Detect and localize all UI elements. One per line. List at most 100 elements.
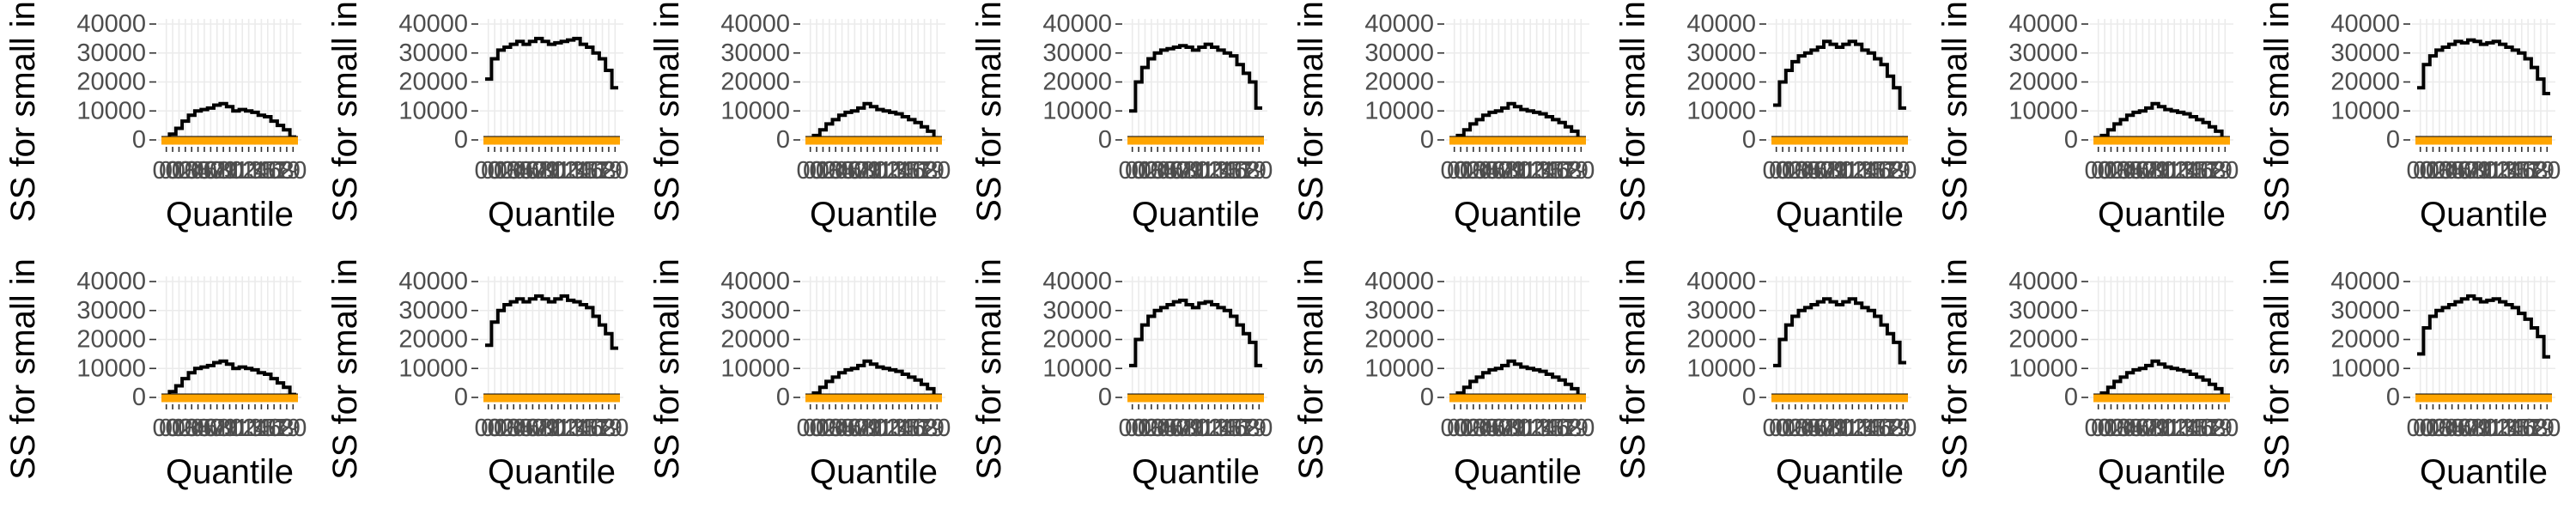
x-tick-label: 15 [1857,415,1885,442]
x-tick-label: 03 [494,415,521,442]
x-tick-label: 11 [545,415,571,442]
x-tick-label: 06 [2123,157,2150,185]
x-tick-label: 04 [2432,157,2459,185]
y-tick-label: 40000 [2008,10,2078,38]
x-tick-label: 07 [197,157,224,185]
y-tick-label: 20000 [2008,69,2078,96]
y-axis-title: SS for small in [326,1,364,222]
y-tick-label: 0 [1742,126,1756,154]
x-tick-label: 11 [2155,157,2181,185]
x-tick-label: 19 [1883,157,1911,185]
x-tick-label: 10 [2148,157,2175,185]
x-tick-label: 08 [204,157,231,185]
x-axis-title: Quantile [166,453,294,491]
x-tick-label: 15 [2501,157,2529,185]
x-tick-label: 19 [2205,157,2233,185]
x-tick-label: 16 [2186,415,2214,442]
x-tick-label: 08 [1170,415,1197,442]
x-tick-label: 03 [1460,415,1487,442]
y-tick-label: 40000 [2330,268,2400,295]
y-tick-label: 10000 [1042,97,1112,124]
y-axis-title: SS for small in [4,258,42,480]
x-tick-label: 16 [1542,157,1570,185]
x-tick-label: 01 [2091,415,2118,442]
x-axis-title: Quantile [488,453,616,491]
x-tick-label: 17 [260,415,288,442]
x-tick-label: 12 [228,415,256,442]
y-tick-label: 0 [1420,384,1434,411]
y-tick-label: 30000 [1686,39,1756,67]
x-tick-label: 05 [2438,415,2465,442]
y-tick-label: 10000 [1686,354,1756,382]
x-tick-label: 16 [898,415,926,442]
x-tick-label: 09 [532,415,559,442]
x-tick-label: 00 [1119,415,1146,442]
x-tick-label: 15 [891,157,919,185]
x-tick-label: 19 [595,157,623,185]
x-tick-label: 20 [2533,157,2561,185]
x-tick-label: 05 [1150,157,1177,185]
x-tick-label: 13 [2167,415,2195,442]
x-tick-label: 18 [910,157,938,185]
x-tick-label: 13 [1201,157,1229,185]
x-tick-label: 01 [481,157,508,185]
x-tick-label: 03 [1782,157,1809,185]
series-step-line [485,36,618,90]
y-tick-label: 0 [776,126,790,154]
x-tick-label: 06 [1157,415,1184,442]
y-tick-label: 20000 [2330,69,2400,96]
y-tick-label: 20000 [1686,69,1756,96]
x-tick-label: 08 [2136,415,2163,442]
x-tick-label: 01 [159,157,186,185]
x-tick-label: 10 [1826,157,1853,185]
x-axis-title: Quantile [166,196,294,233]
x-tick-label: 12 [872,415,900,442]
x-tick-label: 09 [854,415,881,442]
x-tick-label: 03 [1138,157,1165,185]
x-tick-label: 15 [2179,157,2207,185]
x-tick-label: 11 [1833,157,1859,185]
y-tick-label: 0 [2064,384,2078,411]
x-tick-label: 15 [569,415,597,442]
x-tick-label: 19 [917,415,945,442]
x-tick-label: 05 [1472,415,1499,442]
x-tick-label: 01 [1125,157,1152,185]
x-tick-label: 01 [803,157,830,185]
x-tick-label: 06 [2445,415,2472,442]
y-tick-label: 0 [1742,384,1756,411]
x-tick-label: 17 [1226,157,1254,185]
x-tick-label: 03 [816,415,843,442]
x-tick-label: 18 [2520,415,2548,442]
x-tick-label: 01 [1125,415,1152,442]
x-tick-label: 20 [1567,415,1595,442]
x-tick-label: 11 [1511,157,1537,185]
x-axis-title: Quantile [2420,453,2548,491]
x-tick-label: 01 [1447,157,1474,185]
x-tick-label: 10 [2148,415,2175,442]
x-tick-label: 06 [2445,157,2472,185]
y-tick-label: 40000 [1042,268,1112,295]
x-tick-label: 01 [1447,415,1474,442]
x-tick-label: 20 [1245,415,1273,442]
x-tick-label: 14 [241,157,269,185]
x-tick-label: 06 [1801,415,1828,442]
x-tick-label: 18 [910,415,938,442]
x-axis-title: Quantile [1132,196,1260,233]
y-tick-label: 40000 [1364,268,1434,295]
x-axis-title: Quantile [1776,196,1904,233]
y-tick-label: 20000 [1686,326,1756,354]
x-tick-label: 05 [828,415,855,442]
series-step-line [1129,42,1262,113]
x-tick-label: 12 [2160,157,2188,185]
x-tick-label: 10 [2470,157,2497,185]
series-step-line [1129,298,1262,367]
y-tick-label: 10000 [1686,97,1756,124]
x-tick-label: 10 [1182,157,1209,185]
y-tick-label: 10000 [720,354,790,382]
x-tick-label: 08 [1492,157,1519,185]
